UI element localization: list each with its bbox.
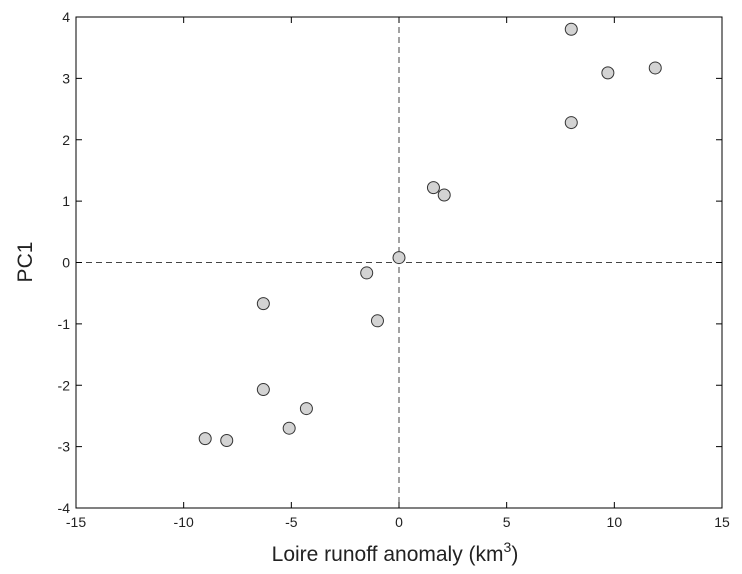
y-tick-label: 0 <box>62 255 70 271</box>
data-point <box>220 433 234 447</box>
data-point <box>437 188 451 202</box>
x-axis-title-end: ) <box>511 543 518 566</box>
x-axis-title-superscript: 3 <box>504 539 512 555</box>
x-tick-label: -15 <box>66 514 86 530</box>
data-point <box>564 22 578 36</box>
data-point <box>426 181 440 195</box>
data-point <box>198 432 212 446</box>
y-tick-label: -2 <box>58 377 71 393</box>
data-point <box>648 61 662 75</box>
data-point <box>370 314 384 328</box>
x-tick-labels: -15 -10 -5 0 5 10 15 <box>66 514 730 530</box>
data-point <box>256 383 270 397</box>
x-axis-title: Loire runoff anomaly (km3) <box>272 539 519 566</box>
data-point <box>601 66 615 80</box>
data-point <box>564 116 578 130</box>
x-tick-label: 15 <box>714 514 730 530</box>
y-tick-label: 4 <box>62 9 70 25</box>
data-point <box>256 297 270 311</box>
y-tick-label: -1 <box>58 316 71 332</box>
y-tick-label: 2 <box>62 132 70 148</box>
data-point <box>282 421 296 435</box>
x-tick-label: 0 <box>395 514 403 530</box>
data-point <box>299 402 313 416</box>
data-points <box>198 22 662 447</box>
y-tick-label: 1 <box>62 193 70 209</box>
x-tick-label: 5 <box>503 514 511 530</box>
x-tick-label: -5 <box>285 514 298 530</box>
x-tick-label: -10 <box>174 514 194 530</box>
y-axis-title: PC1 <box>14 242 37 283</box>
data-point <box>360 266 374 280</box>
y-tick-label: -4 <box>58 500 71 516</box>
data-point <box>392 251 406 265</box>
y-tick-label: 3 <box>62 70 70 86</box>
y-tick-label: -3 <box>58 439 71 455</box>
axis-ticks <box>75 16 723 509</box>
x-tick-label: 10 <box>607 514 623 530</box>
y-tick-labels: -4 -3 -2 -1 0 1 2 3 4 <box>58 9 71 516</box>
